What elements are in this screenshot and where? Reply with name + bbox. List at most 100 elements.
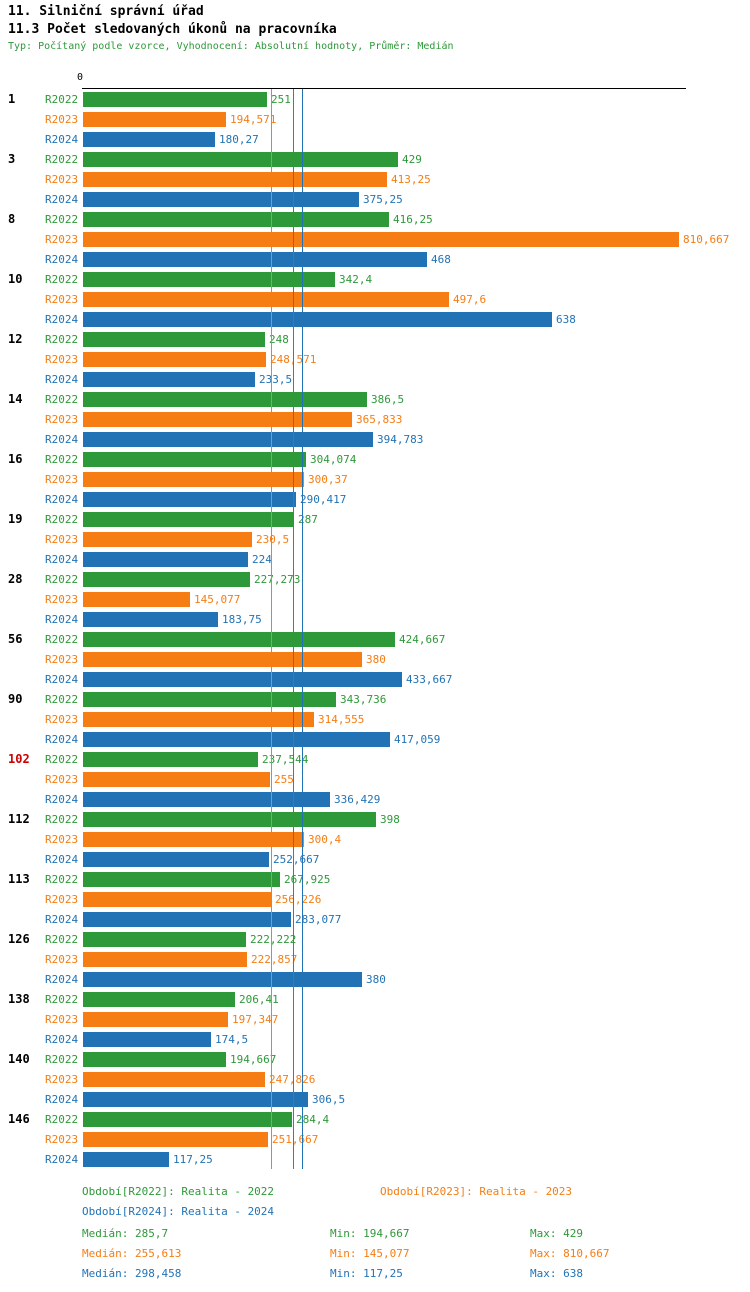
- bar-value-label: 424,667: [399, 633, 446, 646]
- series-label: R2022: [45, 1053, 79, 1066]
- series-label: R2022: [45, 213, 79, 226]
- series-label: R2024: [45, 853, 79, 866]
- report-type-line: Typ: Počítaný podle vzorce, Vyhodnocení:…: [8, 41, 454, 52]
- bar: [83, 1152, 169, 1167]
- stat-median-r2024: Medián: 298,458: [82, 1267, 182, 1280]
- group-label: 102: [8, 752, 30, 766]
- series-label: R2022: [45, 513, 79, 526]
- bar: [83, 272, 335, 287]
- group-label: 12: [8, 332, 23, 346]
- bar-value-label: 433,667: [406, 673, 453, 686]
- bar-value-label: 283,077: [295, 913, 342, 926]
- series-label: R2023: [45, 1133, 79, 1146]
- series-label: R2024: [45, 553, 79, 566]
- bar-value-label: 429: [402, 153, 422, 166]
- series-label: R2024: [45, 973, 79, 986]
- bar: [83, 412, 352, 427]
- bar: [83, 1092, 308, 1107]
- group-label: 146: [8, 1112, 30, 1126]
- series-label: R2022: [45, 693, 79, 706]
- bar-value-label: 180,27: [219, 133, 259, 146]
- bar-value-label: 304,074: [310, 453, 357, 466]
- median-line-r2022: [293, 89, 294, 1169]
- bar-value-label: 194,667: [230, 1053, 277, 1066]
- bar-value-label: 375,25: [363, 193, 403, 206]
- series-label: R2024: [45, 433, 79, 446]
- bar-value-label: 306,5: [312, 1093, 346, 1106]
- series-label: R2024: [45, 313, 79, 326]
- bar: [83, 752, 258, 767]
- series-label: R2024: [45, 373, 79, 386]
- bar-value-label: 497,6: [453, 293, 487, 306]
- bar: [83, 972, 362, 987]
- bar-value-label: 227,273: [254, 573, 301, 586]
- bar-value-label: 251,667: [272, 1133, 319, 1146]
- bar-value-label: 290,417: [300, 493, 347, 506]
- bar-value-label: 145,077: [194, 593, 241, 606]
- bar-value-label: 256,226: [275, 893, 322, 906]
- bar: [83, 592, 190, 607]
- bar-value-label: 252,667: [273, 853, 320, 866]
- series-label: R2022: [45, 933, 79, 946]
- legend-r2023: Období[R2023]: Realita - 2023: [380, 1185, 573, 1198]
- bar-value-label: 300,4: [308, 833, 342, 846]
- series-label: R2023: [45, 893, 79, 906]
- series-label: R2023: [45, 953, 79, 966]
- series-label: R2024: [45, 193, 79, 206]
- series-label: R2022: [45, 153, 79, 166]
- bar-value-label: 248: [269, 333, 289, 346]
- bar-value-label: 117,25: [173, 1153, 213, 1166]
- series-label: R2022: [45, 813, 79, 826]
- bar: [83, 692, 336, 707]
- bar: [83, 172, 387, 187]
- series-label: R2022: [45, 753, 79, 766]
- bar-value-label: 386,5: [371, 393, 405, 406]
- bar-value-label: 398: [380, 813, 400, 826]
- series-label: R2024: [45, 913, 79, 926]
- group-label: 19: [8, 512, 23, 526]
- bar: [83, 252, 427, 267]
- bar-value-label: 251: [271, 93, 291, 106]
- bar-value-label: 222,857: [251, 953, 298, 966]
- bar: [83, 152, 398, 167]
- bar: [83, 292, 449, 307]
- series-label: R2023: [45, 773, 79, 786]
- stat-max-r2022: Max: 429: [530, 1227, 583, 1240]
- series-label: R2022: [45, 93, 79, 106]
- legend-r2022: Období[R2022]: Realita - 2022: [82, 1185, 275, 1198]
- group-label: 8: [8, 212, 16, 226]
- series-label: R2022: [45, 1113, 79, 1126]
- series-label: R2023: [45, 293, 79, 306]
- bar: [83, 1112, 292, 1127]
- series-label: R2024: [45, 613, 79, 626]
- bar: [83, 712, 314, 727]
- bar: [83, 532, 252, 547]
- bar: [83, 932, 246, 947]
- bar: [83, 372, 255, 387]
- bar-value-label: 233,5: [259, 373, 293, 386]
- bar-value-label: 222,222: [250, 933, 297, 946]
- bar: [83, 232, 679, 247]
- series-label: R2022: [45, 273, 79, 286]
- group-label: 138: [8, 992, 30, 1006]
- series-label: R2024: [45, 1153, 79, 1166]
- report-title: 11. Silniční správní úřad: [8, 4, 204, 19]
- series-label: R2023: [45, 353, 79, 366]
- bar-value-label: 300,37: [308, 473, 348, 486]
- series-label: R2022: [45, 333, 79, 346]
- bar: [83, 572, 250, 587]
- series-label: R2023: [45, 173, 79, 186]
- bar: [83, 392, 367, 407]
- bar: [83, 212, 389, 227]
- series-label: R2024: [45, 1093, 79, 1106]
- bar-value-label: 314,555: [318, 713, 365, 726]
- bar: [83, 1012, 228, 1027]
- bar-value-label: 194,571: [230, 113, 277, 126]
- bar: [83, 792, 330, 807]
- bar-value-label: 365,833: [356, 413, 403, 426]
- group-label: 10: [8, 272, 23, 286]
- series-label: R2023: [45, 653, 79, 666]
- group-label: 113: [8, 872, 30, 886]
- series-label: R2022: [45, 633, 79, 646]
